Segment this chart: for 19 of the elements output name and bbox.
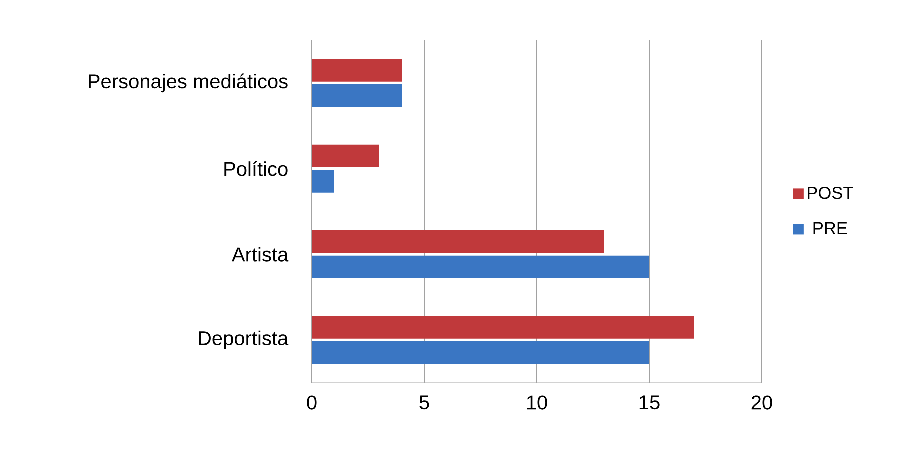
legend-label: PRE bbox=[814, 222, 848, 234]
x-tick-label: 0 bbox=[307, 396, 317, 410]
bar bbox=[312, 170, 334, 193]
bar bbox=[312, 256, 650, 278]
legend-label: POST bbox=[808, 186, 854, 200]
x-tick-label: 15 bbox=[640, 396, 660, 410]
bar bbox=[312, 144, 380, 168]
x-tick-label: 10 bbox=[527, 396, 548, 410]
bar bbox=[312, 84, 402, 108]
bar bbox=[312, 341, 650, 364]
y-tick-label: Artista bbox=[232, 247, 289, 262]
bar bbox=[312, 59, 402, 82]
y-tick-label: Político bbox=[224, 161, 288, 176]
x-tick-label: 5 bbox=[420, 396, 430, 410]
bar bbox=[312, 230, 604, 254]
y-tick-label: Deportista bbox=[199, 330, 289, 350]
x-tick-label: 20 bbox=[752, 396, 772, 410]
y-tick-label: Personajes mediáticos bbox=[89, 74, 288, 93]
bar bbox=[312, 316, 694, 339]
